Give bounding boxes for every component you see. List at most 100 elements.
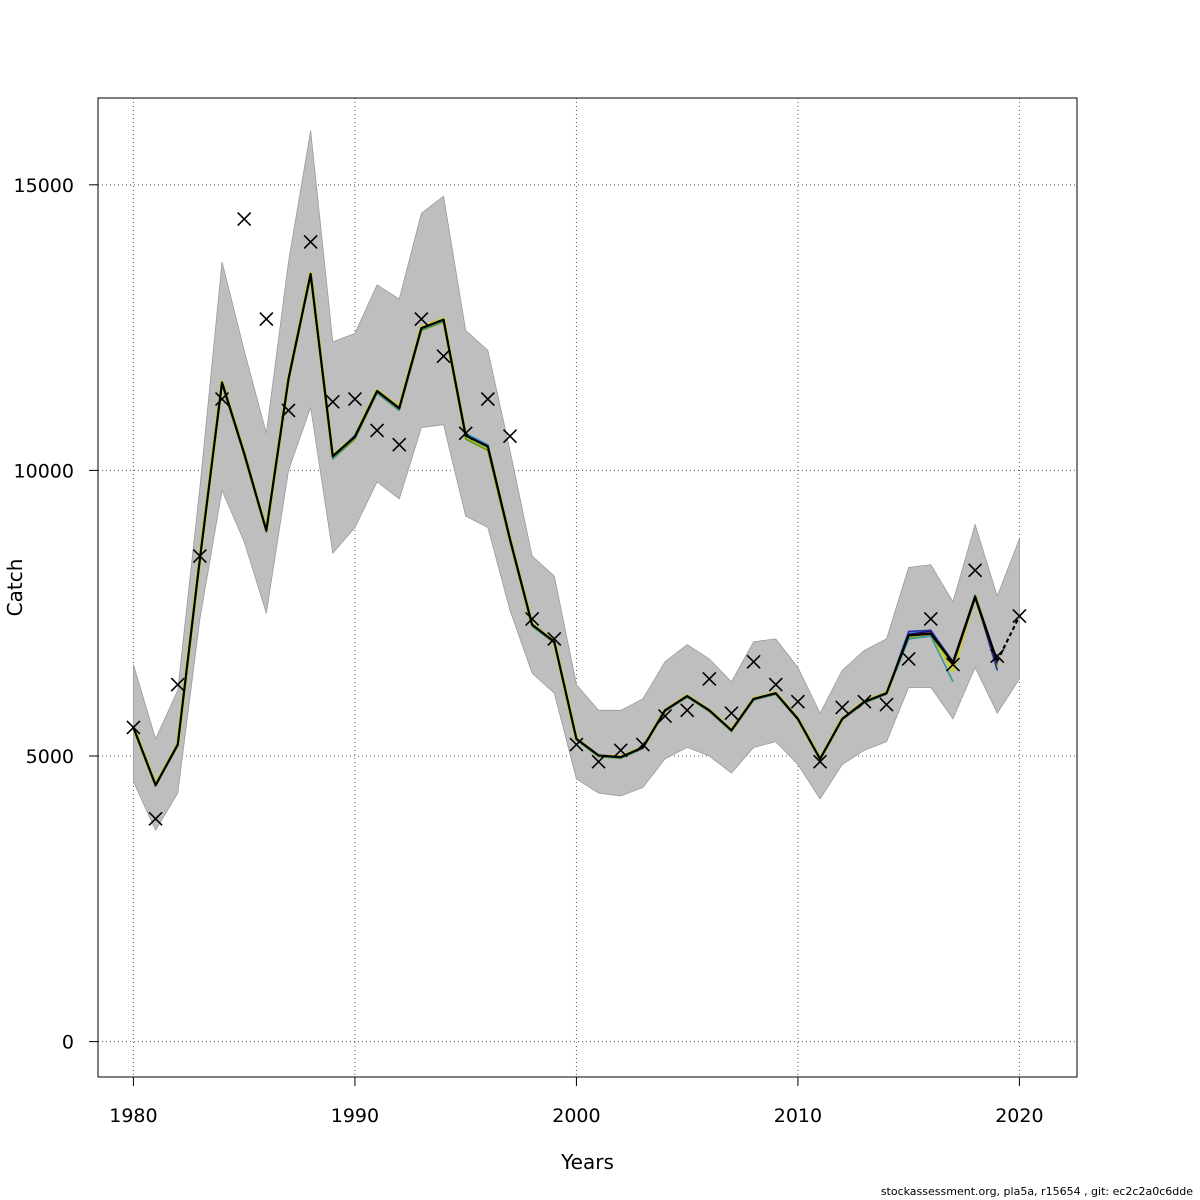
observation-point (370, 423, 385, 438)
observation-stroke (1012, 608, 1027, 624)
observation-point (790, 694, 805, 709)
observation-stroke (370, 423, 385, 438)
observation-stroke (835, 700, 850, 715)
x-axis: 1980 1990 2000 2010 2020 (109, 1076, 1044, 1127)
x-axis-label: Years (560, 1150, 614, 1174)
observation-stroke (281, 403, 296, 418)
fit-line-6 (132, 272, 999, 787)
observation-stroke (414, 311, 429, 327)
observation-point (635, 737, 650, 752)
y-tick-label: 10000 (14, 460, 74, 482)
observation-point (1012, 608, 1027, 624)
y-axis-label: Catch (3, 559, 27, 617)
observation-point (813, 754, 828, 769)
observation-stroke (569, 737, 584, 752)
observation-stroke (901, 651, 916, 666)
x-tick-label: 1980 (109, 1105, 157, 1127)
observation-point (192, 549, 207, 564)
x-tick-label: 2000 (552, 1105, 600, 1127)
observation-stroke (436, 349, 451, 364)
observation-stroke (635, 737, 650, 752)
observation-point (148, 811, 163, 826)
observation-point (768, 677, 783, 692)
observation-stroke (148, 811, 163, 826)
y-axis: 0 5000 10000 15000 (14, 175, 98, 1054)
observation-point (392, 437, 407, 452)
observation-point (237, 212, 252, 227)
observation-stroke (525, 611, 540, 626)
observation-stroke (126, 720, 141, 735)
observation-stroke (657, 708, 673, 724)
observation-point (502, 429, 518, 444)
observation-point (857, 694, 872, 709)
observation-stroke (680, 703, 695, 718)
observation-stroke (702, 671, 717, 686)
observation-stroke (303, 234, 318, 250)
observation-stroke (945, 657, 961, 672)
observation-point (414, 311, 429, 327)
observation-stroke (325, 394, 340, 409)
observation-stroke (237, 212, 252, 227)
observation-point (968, 563, 983, 578)
observation-point (347, 391, 362, 407)
observation-stroke (214, 391, 230, 407)
y-tick-label: 0 (62, 1032, 74, 1054)
observation-point (303, 234, 318, 250)
x-tick-label: 1990 (331, 1105, 379, 1127)
observation-point (281, 403, 296, 418)
observation-stroke (392, 437, 407, 452)
x-tick-label: 2010 (774, 1105, 822, 1127)
observation-point (945, 657, 961, 672)
observation-stroke (790, 694, 805, 709)
observation-point (259, 311, 274, 327)
observation-point (990, 648, 1005, 664)
observation-stroke (857, 694, 872, 709)
observation-stroke (613, 743, 628, 758)
observation-point (657, 708, 673, 724)
observation-stroke (192, 549, 207, 564)
observation-point (126, 720, 141, 735)
observation-point (591, 754, 606, 769)
observation-point (569, 737, 584, 752)
observation-stroke (170, 677, 185, 692)
observation-stroke (480, 391, 495, 407)
observation-point (923, 611, 938, 626)
fitted-lines (131, 271, 1021, 788)
observation-point (458, 426, 473, 441)
y-tick-label: 5000 (26, 746, 74, 768)
observation-point (746, 654, 761, 669)
observation-stroke (259, 311, 274, 327)
observation-point (680, 703, 695, 718)
observation-point (436, 349, 451, 364)
observation-point (525, 611, 540, 626)
observation-stroke (923, 611, 938, 626)
observation-stroke (990, 648, 1005, 664)
observation-stroke (502, 429, 518, 444)
observation-stroke (458, 426, 473, 441)
observation-point (170, 677, 185, 692)
confidence-band (133, 130, 1020, 832)
observation-stroke (724, 706, 739, 721)
x-tick-label: 2020 (995, 1105, 1043, 1127)
observation-point (547, 631, 562, 646)
fit-line-6-forecast (996, 615, 1021, 662)
observation-stroke (347, 391, 362, 407)
observation-stroke (768, 677, 783, 692)
observation-stroke (813, 754, 828, 769)
observation-stroke (746, 654, 761, 669)
observation-point (879, 697, 894, 712)
observation-point (901, 651, 916, 666)
observation-stroke (591, 754, 606, 769)
observation-point (214, 391, 230, 407)
observed-points (126, 212, 1027, 826)
footer-text: stockassessment.org, pla5a, r15654 , git… (880, 1185, 1193, 1198)
confidence-band-area (133, 130, 1020, 832)
observation-point (480, 391, 495, 407)
observation-point (724, 706, 739, 721)
observation-stroke (879, 697, 894, 712)
observation-stroke (547, 631, 562, 646)
observation-point (835, 700, 850, 715)
observation-stroke (968, 563, 983, 578)
observation-point (613, 743, 628, 758)
